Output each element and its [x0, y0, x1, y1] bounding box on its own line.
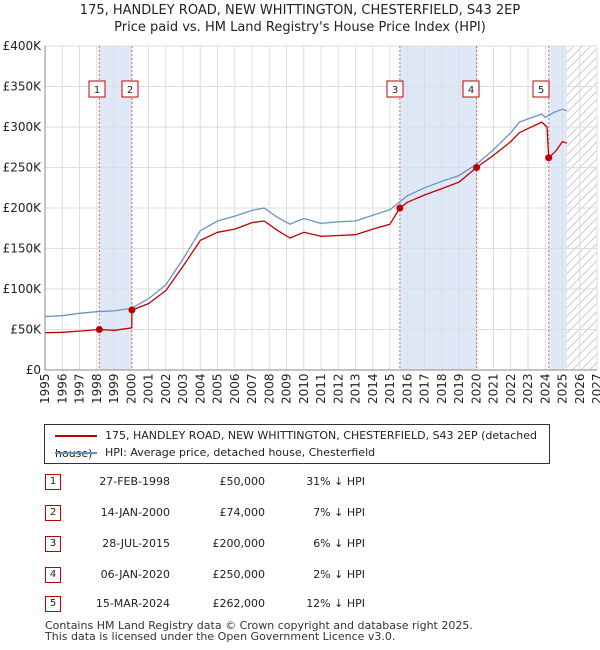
x-tick-label: 1997	[73, 373, 87, 404]
table-row: 4 06-JAN-2020 £250,000 2% ↓ HPI	[40, 565, 560, 585]
footer-copyright: Contains HM Land Registry data © Crown c…	[45, 619, 473, 632]
sale-number-badge: 3	[45, 536, 61, 552]
x-tick-label: 2000	[124, 373, 138, 404]
legend-label-hpi: HPI: Average price, detached house, Ches…	[105, 446, 376, 459]
y-tick-label: £0	[26, 363, 41, 377]
legend-item-hpi: HPI: Average price, detached house, Ches…	[55, 444, 375, 462]
x-tick-label: 2017	[418, 373, 432, 404]
x-tick-label: 2003	[176, 373, 190, 404]
sale-marker-label: 3	[392, 85, 398, 96]
sale-date: 06-JAN-2020	[100, 568, 170, 581]
sale-marker-label: 2	[127, 85, 133, 96]
sale-price: £262,000	[212, 597, 266, 610]
sale-price: £250,000	[212, 568, 266, 581]
x-tick-label: 2007	[245, 373, 259, 404]
sale-price: £74,000	[219, 506, 266, 519]
y-tick-label: £300K	[3, 120, 43, 134]
sale-hpi-diff: 2% ↓ HPI	[313, 568, 365, 581]
table-row: 1 27-FEB-1998 £50,000 31% ↓ HPI	[40, 472, 560, 492]
sale-point	[473, 164, 481, 171]
x-tick-label: 2023	[521, 373, 535, 404]
legend: 175, HANDLEY ROAD, NEW WHITTINGTON, CHES…	[44, 424, 550, 464]
x-tick-label: 2026	[573, 373, 587, 404]
price-paid-line	[45, 121, 568, 334]
x-tick-label: 2022	[504, 373, 518, 404]
x-tick-label: 2020	[469, 373, 483, 404]
x-tick-label: 1995	[38, 373, 52, 404]
y-tick-label: £250K	[3, 161, 43, 175]
x-tick-label: 2012	[331, 373, 345, 404]
x-tick-label: 2024	[538, 373, 552, 404]
x-tick-label: 2018	[435, 373, 449, 404]
sale-date: 28-JUL-2015	[102, 537, 170, 550]
legend-swatch-property	[55, 435, 97, 437]
sale-number-badge: 1	[45, 474, 61, 490]
sale-number-badge: 5	[45, 596, 61, 612]
y-tick-label: £200K	[3, 201, 43, 215]
x-tick-label: 2014	[366, 373, 380, 404]
table-row: 3 28-JUL-2015 £200,000 6% ↓ HPI	[40, 534, 560, 554]
sale-marker-box	[121, 80, 139, 98]
table-row: 5 15-MAR-2024 £262,000 12% ↓ HPI	[40, 594, 560, 614]
table-row: 2 14-JAN-2000 £74,000 7% ↓ HPI	[40, 503, 560, 523]
sale-marker-label: 4	[468, 85, 474, 96]
x-tick-label: 2009	[280, 373, 294, 404]
x-tick-label: 2006	[228, 373, 242, 404]
sale-date: 27-FEB-1998	[99, 475, 170, 488]
sale-marker-box	[462, 80, 480, 98]
sale-number-badge: 2	[45, 505, 61, 521]
title-line-2: Price paid vs. HM Land Registry's House …	[114, 20, 486, 35]
sale-hpi-diff: 6% ↓ HPI	[313, 537, 365, 550]
sale-date: 15-MAR-2024	[95, 597, 170, 610]
sale-price: £50,000	[219, 475, 266, 488]
x-tick-label: 2004	[193, 373, 207, 404]
y-tick-label: £400K	[3, 39, 43, 53]
x-tick-label: 2025	[556, 373, 570, 404]
price-chart: 1 2 3 4 5 £0 £50K £100K £150K £200K £250K £300K £350…	[3, 39, 600, 404]
footer: Contains HM Land Registry data © Crown c…	[45, 620, 473, 642]
legend-item-property: 175, HANDLEY ROAD, NEW WHITTINGTON, CHES…	[55, 427, 549, 460]
x-tick-label: 2001	[142, 373, 156, 404]
sale-date: 14-JAN-2000	[100, 506, 170, 519]
chart-title: 175, HANDLEY ROAD, NEW WHITTINGTON, CHES…	[0, 2, 600, 36]
sale-point	[396, 204, 404, 212]
x-tick-label: 1998	[90, 373, 104, 404]
x-tick-label: 2008	[262, 373, 276, 404]
x-tick-label: 2010	[297, 373, 311, 404]
x-tick-label: 2011	[314, 373, 328, 404]
sale-hpi-diff: 7% ↓ HPI	[313, 506, 365, 519]
sale-hpi-diff: 31% ↓ HPI	[306, 475, 365, 488]
sale-point	[128, 306, 136, 314]
y-tick-label: £150K	[3, 242, 43, 256]
x-tick-label: 2021	[487, 373, 501, 404]
x-tick-label: 2005	[211, 373, 225, 404]
legend-swatch-hpi	[55, 452, 97, 454]
y-tick-label: £350K	[3, 80, 43, 94]
y-tick-label: £100K	[3, 282, 43, 296]
hpi-line	[45, 108, 568, 318]
sale-number-badge: 4	[45, 567, 61, 583]
footer-license: This data is licensed under the Open Gov…	[45, 630, 396, 643]
title-line-1: 175, HANDLEY ROAD, NEW WHITTINGTON, CHES…	[79, 3, 521, 18]
x-tick-label: 2013	[349, 373, 363, 404]
x-tick-label: 1996	[55, 373, 69, 404]
sale-marker-box	[532, 80, 550, 98]
series-group	[45, 108, 568, 334]
sale-marker-box	[386, 80, 404, 98]
sale-point	[95, 326, 103, 333]
x-tick-label: 2015	[383, 373, 397, 404]
x-tick-label: 2027	[590, 373, 600, 404]
x-tick-label: 2002	[159, 373, 173, 404]
sale-point	[545, 154, 553, 162]
sale-marker-label: 5	[538, 85, 544, 96]
sale-marker-label: 1	[94, 85, 100, 96]
x-tick-label: 2016	[400, 373, 414, 404]
sale-marker-box	[88, 80, 106, 98]
x-tick-label: 1999	[107, 373, 121, 404]
x-tick-label: 2019	[452, 373, 466, 404]
y-tick-label: £50K	[10, 323, 42, 337]
sale-hpi-diff: 12% ↓ HPI	[306, 597, 365, 610]
sale-price: £200,000	[212, 537, 266, 550]
